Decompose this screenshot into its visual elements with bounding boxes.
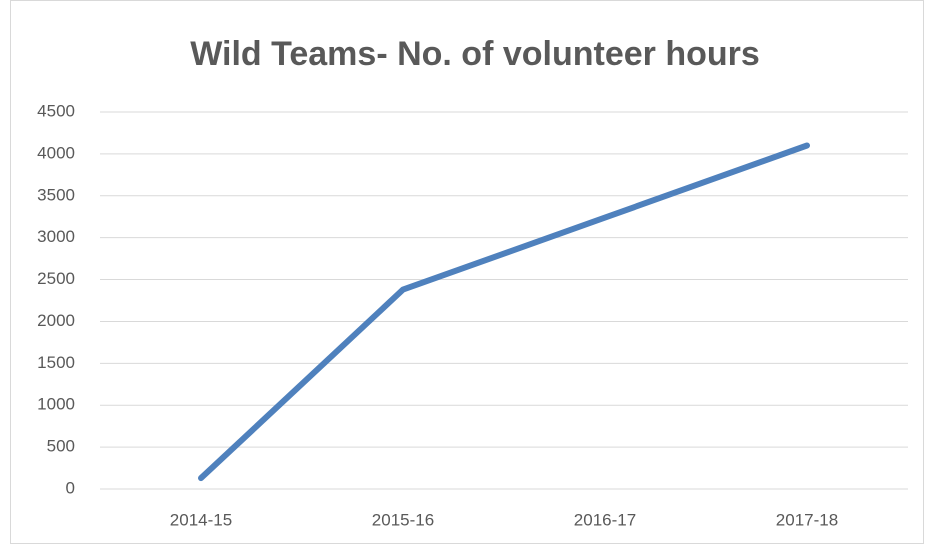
y-tick-label: 1500 — [37, 353, 75, 372]
y-tick-label: 3000 — [37, 227, 75, 246]
y-tick-label: 3500 — [37, 185, 75, 204]
y-tick-label: 4500 — [37, 101, 75, 120]
y-tick-label: 4000 — [37, 143, 75, 162]
y-tick-label: 1000 — [37, 395, 75, 414]
chart-title: Wild Teams- No. of volunteer hours — [190, 35, 760, 73]
x-tick-label: 2015-16 — [372, 510, 434, 529]
y-tick-label: 0 — [66, 478, 75, 497]
y-tick-label: 500 — [47, 437, 75, 456]
data-line — [198, 142, 810, 482]
x-tick-label: 2017-18 — [776, 510, 838, 529]
chart-border — [10, 0, 924, 544]
x-tick-label: 2014-15 — [170, 510, 232, 529]
x-tick-label: 2016-17 — [574, 510, 636, 529]
y-tick-label: 2000 — [37, 311, 75, 330]
y-tick-label: 2500 — [37, 269, 75, 288]
